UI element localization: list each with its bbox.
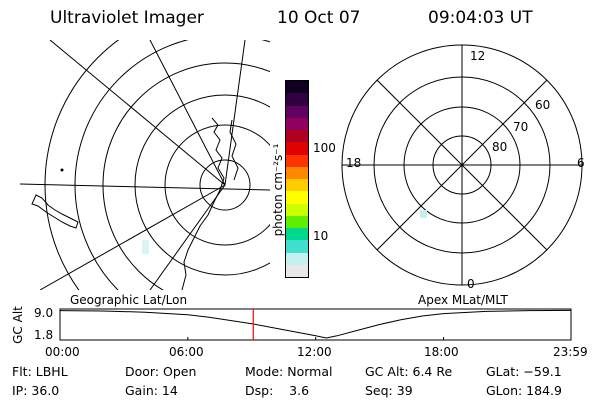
gc-alt-field: GC Alt: 6.4 Re: [365, 364, 453, 379]
colorbar-segment: [286, 81, 308, 94]
colorbar-segment: [286, 93, 308, 106]
colorbar-segment: [286, 228, 308, 241]
lat-label-80: 80: [492, 140, 508, 154]
y-tick-1-8: 1.8: [34, 328, 54, 342]
island-dot: [60, 168, 64, 172]
colorbar-tick-100: 100: [313, 141, 336, 155]
colorbar-segment: [286, 264, 308, 277]
colorbar-segment: [286, 117, 308, 130]
aurora-patch: [142, 240, 149, 254]
seq-field: Seq: 39: [365, 383, 413, 398]
lat-label-60: 60: [535, 98, 551, 112]
geo-panel-label: Geographic Lat/Lon: [70, 293, 188, 307]
latitude-arc: [134, 94, 270, 276]
app-title: Ultraviolet Imager: [50, 8, 204, 28]
x-tick-00: 00:00: [45, 345, 80, 359]
dsp-field: Dsp: 3.6: [245, 383, 310, 398]
meridian-line: [149, 184, 226, 290]
mlt-label-12: 12: [470, 49, 486, 63]
colorbar-segment: [286, 240, 308, 253]
ip-field: IP: 36.0: [12, 383, 60, 398]
colorbar-segment: [286, 252, 308, 265]
meridian-line: [149, 40, 226, 186]
filter-field: Flt: LBHL: [12, 364, 68, 379]
mlt-label-18: 18: [346, 156, 362, 170]
mlt-label-0: 0: [467, 277, 475, 291]
meridian-line: [39, 184, 226, 290]
coastline-new-zealand: [31, 194, 79, 229]
x-tick-23-59: 23:59: [553, 345, 588, 359]
meridian-line: [20, 183, 270, 191]
colorbar-segment: [286, 179, 308, 192]
polar-diagonal: [376, 79, 548, 251]
latitude-arc: [199, 159, 251, 211]
gain-field: Gain: 14: [125, 383, 178, 398]
aurora-patch: [420, 210, 427, 218]
y-axis-label: GC Alt: [11, 306, 25, 344]
polar-panel-label: Apex MLat/MLT: [418, 293, 508, 307]
x-tick-06: 06:00: [169, 345, 204, 359]
time-label: 09:04:03 UT: [428, 8, 533, 28]
colorbar-segment: [286, 142, 308, 155]
colorbar-segment: [286, 166, 308, 179]
meridian-line: [224, 40, 246, 186]
coastline-australia-inner: [229, 119, 239, 181]
colorbar-tick-10: 10: [313, 229, 329, 243]
colorbar-segment: [286, 191, 308, 204]
y-tick-9: 9.0: [34, 306, 54, 320]
x-tick-18: 18:00: [424, 345, 459, 359]
glat-field: GLat: −59.1: [486, 364, 562, 379]
colorbar-segment: [286, 154, 308, 167]
lat-label-70: 70: [513, 120, 529, 134]
glon-field: GLon: 184.9: [486, 383, 562, 398]
colorbar-segment: [286, 203, 308, 216]
door-field: Door: Open: [125, 364, 197, 379]
mlt-label-6: 6: [577, 156, 585, 170]
date-label: 10 Oct 07: [277, 8, 361, 28]
colorbar-segment: [286, 215, 308, 228]
altitude-series-line: [59, 309, 572, 339]
mode-field: Mode: Normal: [245, 364, 333, 379]
color-bar: [285, 80, 309, 278]
latitude-arc: [164, 124, 270, 246]
latitude-arc: [102, 62, 270, 290]
x-tick-12: 12:00: [297, 345, 332, 359]
meridian-line: [49, 40, 226, 186]
colorbar-segment: [286, 105, 308, 118]
colorbar-segment: [286, 130, 308, 143]
coastline-australia: [181, 117, 225, 290]
